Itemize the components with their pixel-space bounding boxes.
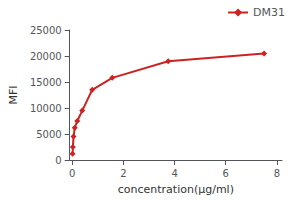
svg-text:25000: 25000 xyxy=(30,25,62,36)
svg-text:8: 8 xyxy=(274,168,280,179)
svg-text:0: 0 xyxy=(55,155,61,166)
svg-text:0: 0 xyxy=(69,168,75,179)
svg-text:6: 6 xyxy=(223,168,229,179)
svg-text:5000: 5000 xyxy=(36,129,61,140)
svg-text:4: 4 xyxy=(171,168,177,179)
svg-text:2: 2 xyxy=(120,168,126,179)
svg-text:DM31: DM31 xyxy=(253,6,285,19)
svg-text:10000: 10000 xyxy=(30,103,62,114)
svg-text:concentration(μg/ml): concentration(μg/ml) xyxy=(118,183,234,196)
svg-text:MFI: MFI xyxy=(7,85,20,104)
svg-text:20000: 20000 xyxy=(30,51,62,62)
svg-text:15000: 15000 xyxy=(30,77,62,88)
